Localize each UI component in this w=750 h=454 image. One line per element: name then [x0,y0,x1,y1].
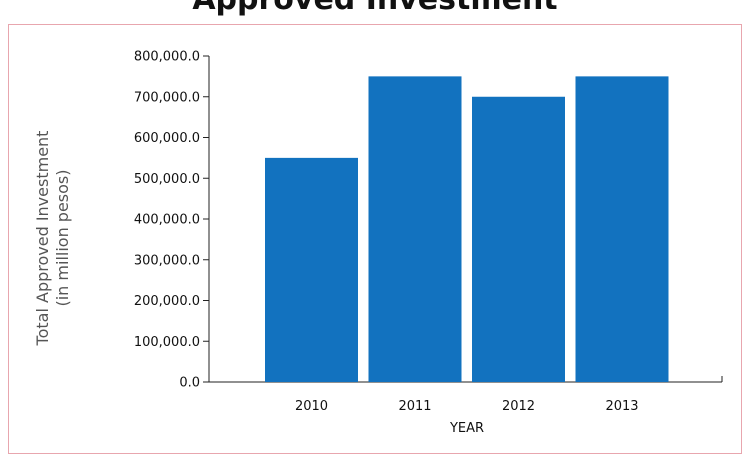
y-axis-title-line1: Total Approved Investment [33,131,52,347]
y-tick-label: 700,000.0 [134,90,200,105]
y-axis-title: Total Approved Investment (in million pe… [33,131,72,347]
y-axis-title-line2: (in million pesos) [53,170,72,307]
bar-2012 [472,96,565,382]
x-tick-label: 2013 [605,399,638,414]
ticks: 0.0 100,000.0 200,000.0 300,000.0 400,000.0 5… [134,50,639,415]
y-tick-label: 300,000.0 [134,253,200,268]
y-tick-label: 500,000.0 [134,172,200,187]
y-tick-label: 200,000.0 [134,294,200,309]
bars [265,76,669,382]
y-tick-label: 0.0 [179,376,200,391]
y-tick-label: 800,000.0 [134,50,200,65]
y-tick-label: 400,000.0 [134,213,200,228]
x-tick-label: 2011 [398,399,431,414]
y-tick-label: 100,000.0 [134,335,200,350]
x-axis-title: YEAR [449,421,484,436]
bar-2013 [575,76,669,382]
bar-2011 [368,76,462,382]
bar-chart: Total Approved Investment (in million pe… [33,50,723,436]
y-tick-label: 600,000.0 [134,131,200,146]
chart-title: Approved Investment [0,0,750,20]
x-tick-label: 2010 [295,399,328,414]
x-tick-label: 2012 [502,399,535,414]
bar-2010 [265,157,358,382]
